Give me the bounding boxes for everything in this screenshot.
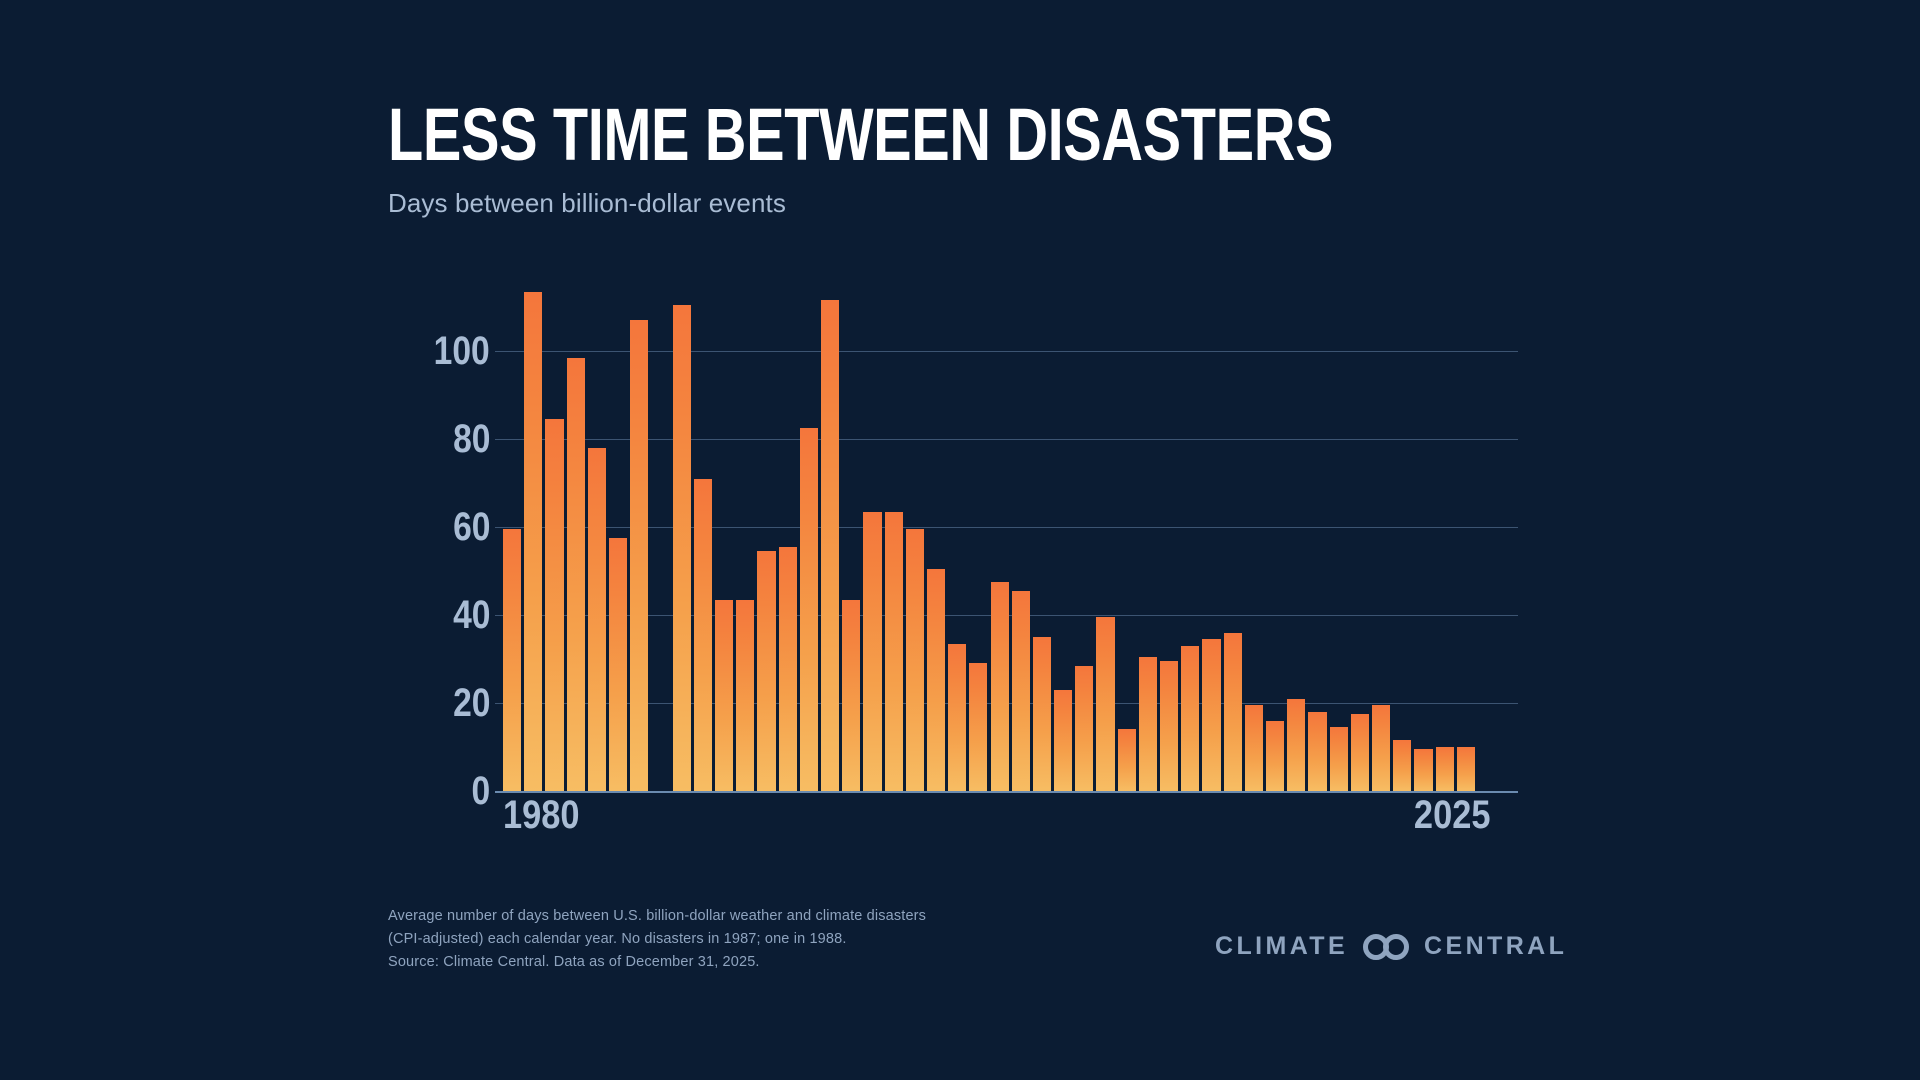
bar-2022 xyxy=(1393,740,1412,791)
y-tick-label-0: 0 xyxy=(471,769,490,813)
bar-2020 xyxy=(1350,714,1369,791)
bar-2009 xyxy=(1117,729,1136,791)
y-tick-label-80: 80 xyxy=(452,417,490,461)
bar-2003 xyxy=(990,582,1009,791)
bar-1985 xyxy=(608,538,628,791)
bar-1999 xyxy=(905,529,924,791)
bar-2012 xyxy=(1181,645,1200,791)
climate-central-logo: CLIMATE CENTRAL xyxy=(1215,932,1567,961)
bar-2007 xyxy=(1075,665,1094,791)
bar-2001 xyxy=(948,643,967,791)
bar-2013 xyxy=(1202,639,1221,791)
bar-1988 xyxy=(672,304,691,791)
bar-2019 xyxy=(1329,727,1348,791)
bar-1983 xyxy=(566,357,585,791)
bar-series xyxy=(503,285,1478,791)
y-tick-label-60: 60 xyxy=(452,505,490,549)
bar-2000 xyxy=(926,568,946,791)
bar-1981 xyxy=(524,291,543,791)
bar-1993 xyxy=(778,546,797,791)
bar-2015 xyxy=(1244,705,1264,791)
bar-1998 xyxy=(884,511,903,791)
y-tick-label-40: 40 xyxy=(452,593,490,637)
bar-2014 xyxy=(1223,632,1242,791)
bar-2018 xyxy=(1308,711,1327,791)
bar-1980 xyxy=(503,529,522,791)
chart-subtitle: Days between billion-dollar events xyxy=(388,188,786,218)
y-tick-label-100: 100 xyxy=(433,329,490,373)
bar-2024 xyxy=(1435,747,1454,791)
bar-1996 xyxy=(842,599,861,791)
bar-2004 xyxy=(1011,590,1030,791)
bar-1989 xyxy=(693,478,712,791)
bar-1995 xyxy=(820,300,840,791)
gridline-60 xyxy=(495,527,1518,528)
interlocking-circles-icon xyxy=(1363,933,1410,960)
bar-1994 xyxy=(799,428,818,791)
bar-1997 xyxy=(863,511,882,791)
gridline-80 xyxy=(495,439,1518,440)
page-title: LESS TIME BETWEEN DISASTERS xyxy=(388,93,1334,176)
bar-1984 xyxy=(587,447,606,791)
bar-2002 xyxy=(969,663,988,791)
bar-1991 xyxy=(736,599,755,791)
y-tick-label-20: 20 xyxy=(452,681,490,725)
bar-1986 xyxy=(630,320,649,791)
x-axis-label-end: 2025 xyxy=(1413,793,1491,837)
bar-2016 xyxy=(1266,720,1285,791)
chart-header: LESS TIME BETWEEN DISASTERS Days between… xyxy=(388,98,1488,219)
y-axis: 0 20 40 60 80 100 xyxy=(380,285,490,811)
bar-2008 xyxy=(1096,617,1115,791)
gridline-100 xyxy=(495,351,1518,352)
bar-2021 xyxy=(1372,705,1391,791)
bar-1992 xyxy=(757,551,776,791)
bar-2005 xyxy=(1032,637,1052,791)
chart-footnote: Average number of days between U.S. bill… xyxy=(388,908,927,970)
bar-2006 xyxy=(1054,689,1073,791)
logo-text-central: CENTRAL xyxy=(1424,932,1568,960)
bar-2011 xyxy=(1160,661,1179,791)
bar-2010 xyxy=(1138,656,1158,791)
bar-1990 xyxy=(714,599,734,791)
gridline-0 xyxy=(495,791,1518,793)
chart-plot-area xyxy=(495,285,1518,793)
bar-1982 xyxy=(545,419,564,791)
logo-text-climate: CLIMATE xyxy=(1215,932,1349,960)
bar-2017 xyxy=(1287,698,1306,791)
x-axis-label-start: 1980 xyxy=(503,793,580,837)
bar-2025 xyxy=(1456,747,1475,791)
bar-2023 xyxy=(1414,749,1433,791)
